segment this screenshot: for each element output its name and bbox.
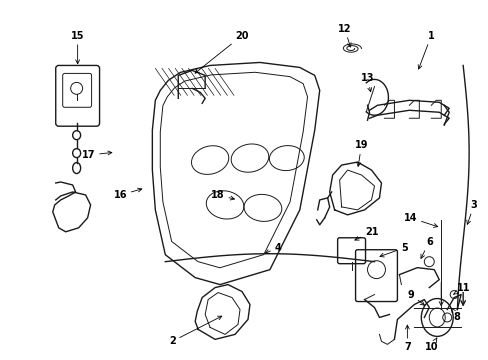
Text: 14: 14 [403, 213, 437, 227]
Text: 8: 8 [451, 308, 460, 323]
Text: 12: 12 [337, 24, 351, 47]
Text: 6: 6 [420, 237, 432, 258]
Text: 9: 9 [407, 289, 424, 305]
Text: 10: 10 [424, 338, 437, 352]
Text: 18: 18 [211, 190, 234, 200]
Text: 2: 2 [168, 316, 222, 346]
Text: 19: 19 [354, 140, 367, 166]
Text: 7: 7 [403, 325, 410, 352]
Text: 1: 1 [417, 31, 434, 69]
Text: 13: 13 [360, 73, 373, 92]
Text: 11: 11 [452, 283, 470, 294]
Text: 4: 4 [265, 243, 281, 253]
Text: 15: 15 [71, 31, 84, 64]
Text: 17: 17 [82, 150, 112, 160]
Text: 20: 20 [195, 31, 248, 73]
Text: 16: 16 [114, 188, 142, 200]
Text: 21: 21 [354, 227, 378, 240]
Text: 5: 5 [379, 243, 407, 257]
Text: 3: 3 [466, 200, 476, 224]
